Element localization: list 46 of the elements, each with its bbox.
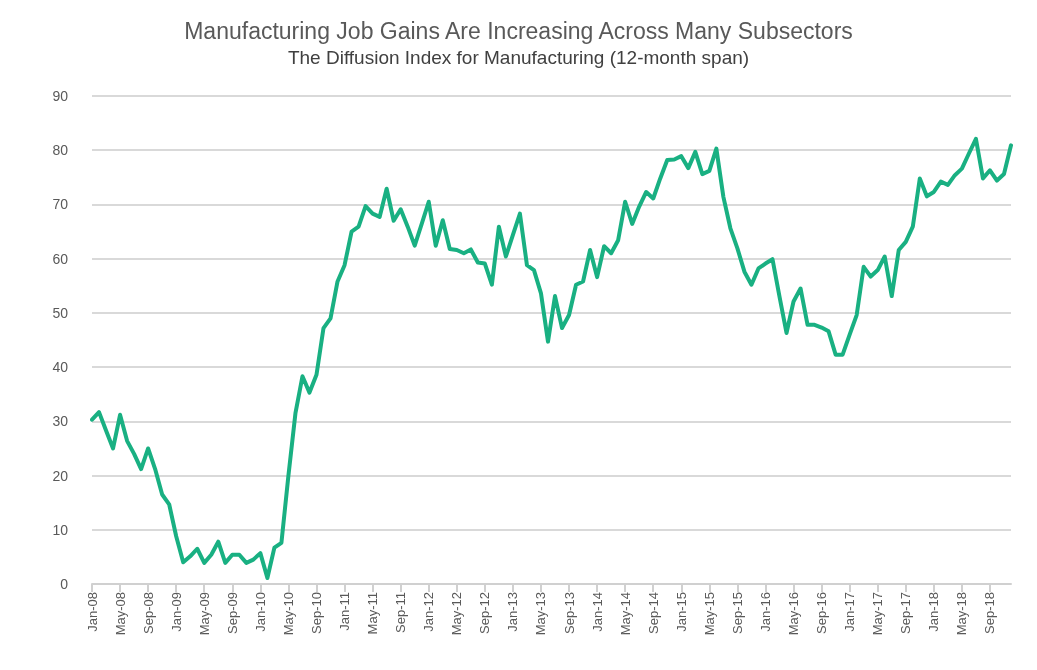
x-tick-label: May-11 <box>365 592 381 635</box>
x-tick-label: Sep-08 <box>140 592 156 634</box>
x-tick-label: Jan-11 <box>337 592 353 631</box>
y-tick-label: 70 <box>52 196 69 213</box>
x-tick-label: Sep-10 <box>308 592 324 634</box>
x-tick-label: Sep-12 <box>477 592 493 634</box>
x-tick-label: May-17 <box>870 592 886 636</box>
x-tick-label: May-13 <box>533 592 549 636</box>
x-tick-label: Jan-08 <box>84 592 100 632</box>
chart-title: Manufacturing Job Gains Are Increasing Across Many Subsectors <box>184 17 853 44</box>
x-tick-label: Jan-16 <box>757 592 773 632</box>
x-tick-label: Jan-15 <box>673 592 689 632</box>
x-tick-label: Sep-15 <box>729 592 745 634</box>
y-tick-label: 10 <box>52 521 69 538</box>
y-tick-label: 0 <box>60 576 69 592</box>
y-tick-label: 50 <box>52 304 69 321</box>
x-tick-label: Jan-17 <box>842 592 858 632</box>
x-tick-label: Sep-13 <box>561 592 577 634</box>
x-tick-label: Sep-16 <box>814 592 830 634</box>
y-tick-label: 90 <box>52 88 69 104</box>
x-tick-label: Jan-10 <box>252 592 268 632</box>
line-series <box>90 136 1013 581</box>
x-tick-label: Sep-09 <box>224 592 240 634</box>
y-tick-label: 20 <box>52 467 69 484</box>
y-tick-label: 60 <box>52 250 69 267</box>
x-tick-label: Sep-18 <box>982 592 998 634</box>
x-tick-label: May-14 <box>617 592 633 636</box>
x-tick-label: May-08 <box>112 592 128 636</box>
x-tick-label: Jan-12 <box>421 592 437 632</box>
x-tick-label: Jan-13 <box>505 592 521 632</box>
y-tick-label: 40 <box>52 359 69 376</box>
x-tick-label: Sep-11 <box>393 592 409 633</box>
x-tick-label: Jan-14 <box>589 592 605 632</box>
x-tick-label: May-10 <box>280 592 296 636</box>
x-tick-label: May-16 <box>786 592 802 636</box>
x-tick-label: May-12 <box>449 592 465 636</box>
x-tick-label: Jan-09 <box>168 592 184 632</box>
x-tick-label: Sep-17 <box>898 592 914 634</box>
y-tick-label: 30 <box>52 413 69 430</box>
x-tick-label: May-09 <box>196 592 212 636</box>
x-tick-label: May-15 <box>701 592 717 636</box>
x-tick-label: Sep-14 <box>645 592 661 634</box>
x-tick-label: May-18 <box>954 592 970 636</box>
x-tick-label: Jan-18 <box>926 592 942 632</box>
y-tick-label: 80 <box>52 142 69 159</box>
chart-subtitle: The Diffusion Index for Manufacturing (12-month span) <box>287 47 750 68</box>
